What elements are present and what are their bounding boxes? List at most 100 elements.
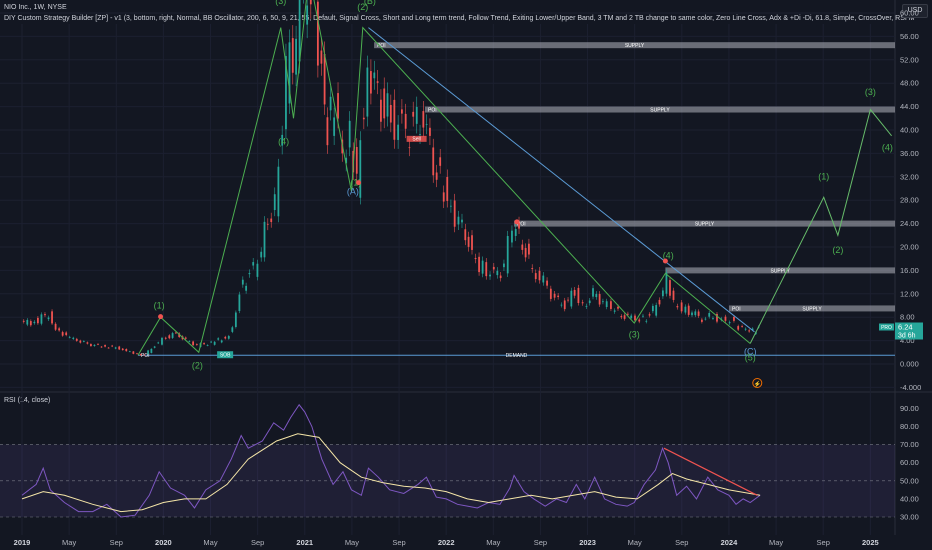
- price-candle: [295, 38, 297, 75]
- time-tick-label: 2021: [296, 538, 313, 547]
- price-candle: [234, 312, 237, 327]
- price-candle: [118, 346, 121, 350]
- price-candle: [613, 310, 616, 312]
- price-candle: [425, 123, 428, 125]
- price-candle: [514, 229, 517, 236]
- poi-label: POI: [517, 222, 526, 228]
- price-candle: [75, 338, 78, 341]
- price-candle: [33, 321, 36, 324]
- rsi-tick-label: 90.00: [900, 404, 919, 413]
- price-candle: [538, 270, 541, 281]
- price-candle: [577, 287, 580, 303]
- price-candle: [277, 166, 280, 217]
- price-candle: [549, 288, 552, 299]
- price-candle: [567, 299, 569, 301]
- price-candle: [210, 341, 213, 343]
- price-candle: [355, 146, 358, 174]
- price-tick-label: 60.00: [900, 9, 919, 18]
- price-candle: [58, 328, 61, 331]
- price-candle: [598, 293, 601, 305]
- time-tick-label: 2025: [862, 538, 879, 547]
- sell-label: Sell: [412, 136, 420, 142]
- time-tick-label: May: [486, 538, 500, 547]
- price-candle: [231, 327, 234, 332]
- price-candle: [429, 127, 431, 136]
- price-candle: [333, 117, 336, 136]
- price-candle: [557, 295, 560, 297]
- price-candle: [499, 275, 502, 279]
- sob-tag: [217, 351, 234, 359]
- price-candle: [422, 111, 425, 128]
- price-candle: [751, 328, 754, 330]
- price-candle: [150, 348, 153, 353]
- price-candle: [65, 332, 68, 336]
- price-candle: [415, 106, 418, 124]
- price-candle: [252, 262, 255, 266]
- price-candle: [737, 326, 740, 330]
- supply-label: SUPPLY: [802, 306, 822, 312]
- price-candle: [393, 99, 396, 140]
- blue-trendline: [368, 27, 755, 333]
- price-tick-label: 48.00: [900, 79, 919, 88]
- time-tick-label: 2019: [14, 538, 31, 547]
- price-candle: [337, 93, 339, 119]
- price-candle: [669, 280, 671, 296]
- time-tick-label: 2020: [155, 538, 172, 547]
- price-candle: [316, 1, 319, 66]
- price-candle: [676, 306, 679, 308]
- price-candle: [376, 81, 379, 83]
- elliott-wave-line: [137, 0, 751, 356]
- price-candle: [270, 218, 273, 223]
- price-candle: [595, 293, 598, 298]
- price-candle: [174, 332, 177, 334]
- price-candle: [435, 172, 438, 180]
- price-candle: [171, 333, 174, 338]
- price-candle: [489, 274, 491, 277]
- time-tick-label: Sep: [675, 538, 688, 547]
- sell-label-box: [406, 135, 427, 142]
- price-candle: [474, 257, 477, 260]
- wave-label: (2): [357, 2, 368, 12]
- currency-button[interactable]: USD: [902, 4, 928, 18]
- price-candle: [168, 335, 171, 339]
- time-tick-label: May: [769, 538, 783, 547]
- price-candle: [273, 194, 276, 211]
- time-tick-label: 2022: [438, 538, 455, 547]
- indicator-legend[interactable]: DIY Custom Strategy Builder [ZP] - v1 (3…: [4, 15, 915, 22]
- price-candle: [408, 147, 411, 149]
- price-tick-label: 32.00: [900, 172, 919, 181]
- price-candle: [521, 244, 524, 250]
- price-candle: [602, 301, 604, 303]
- rsi-ma-line: [21, 433, 761, 513]
- time-tick-label: May: [345, 538, 359, 547]
- poi-label: POI: [732, 306, 741, 312]
- price-candle: [617, 306, 619, 309]
- price-candle: [655, 305, 658, 316]
- price-candle: [206, 345, 209, 346]
- price-candle: [665, 272, 668, 294]
- wave-label: (A): [347, 186, 359, 196]
- price-candle: [570, 290, 573, 307]
- time-tick-label: Sep: [110, 538, 123, 547]
- price-candle: [82, 341, 85, 342]
- price-candle: [263, 221, 266, 258]
- rsi-title[interactable]: RSI (14, close): [4, 397, 51, 404]
- price-candle: [40, 314, 43, 324]
- demand-label: DEMAND: [506, 353, 528, 359]
- price-candle: [44, 314, 46, 316]
- price-candle: [139, 354, 142, 356]
- price-candle: [386, 93, 389, 117]
- price-candle: [620, 316, 623, 318]
- price-candle: [744, 328, 747, 330]
- price-candle: [362, 117, 365, 120]
- price-candle: [553, 293, 556, 298]
- price-candle: [485, 262, 488, 277]
- price-candle: [121, 348, 124, 351]
- price-candle: [457, 216, 460, 225]
- price-candle: [672, 290, 675, 300]
- price-candle: [563, 300, 566, 310]
- price-candle: [380, 99, 382, 122]
- price-candle: [51, 311, 53, 324]
- price-tick-label: 36.00: [900, 149, 919, 158]
